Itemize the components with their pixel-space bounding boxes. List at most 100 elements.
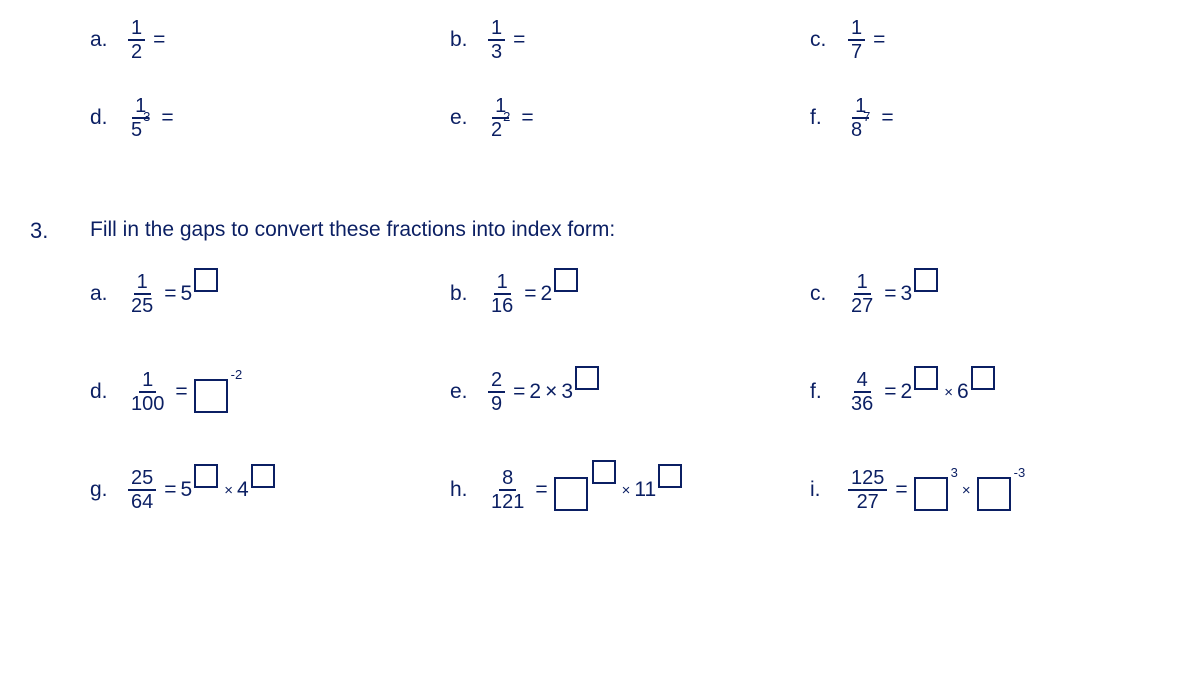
numerator: 1 bbox=[128, 18, 145, 41]
times: × bbox=[545, 380, 557, 404]
equals: = bbox=[521, 106, 533, 130]
equals: = bbox=[164, 478, 176, 502]
exponent: 3 bbox=[951, 465, 958, 480]
item-label: d. bbox=[90, 380, 124, 404]
answer-box[interactable] bbox=[251, 464, 275, 488]
item-label: h. bbox=[450, 478, 484, 502]
q3i: i. 125 27 = 3 × -3 bbox=[810, 460, 1170, 520]
expression: 1 22 = bbox=[484, 96, 538, 140]
item-label: b. bbox=[450, 28, 484, 52]
denominator: 27 bbox=[854, 491, 882, 512]
q2a: a. 1 2 = bbox=[90, 10, 450, 70]
answer-box[interactable] bbox=[575, 366, 599, 390]
exponent: -2 bbox=[231, 367, 243, 382]
q3-number: 3. bbox=[30, 218, 90, 244]
fraction: 1 53 bbox=[128, 96, 153, 140]
item-label: e. bbox=[450, 380, 484, 404]
expression: 25 64 = 5 × 4 bbox=[124, 468, 277, 512]
q3h: h. 8 121 = × 11 bbox=[450, 460, 810, 520]
item-label: e. bbox=[450, 106, 484, 130]
fraction: 2 9 bbox=[488, 370, 505, 414]
expression: 1 27 = 3 bbox=[844, 272, 940, 316]
q3-row3: g. 25 64 = 5 × 4 h. 8 121 = bbox=[30, 460, 1170, 520]
equals: = bbox=[513, 28, 525, 52]
q3-row1: a. 1 25 = 5 b. 1 16 = 2 bbox=[30, 264, 1170, 324]
equals: = bbox=[884, 282, 896, 306]
denominator: 64 bbox=[128, 491, 156, 512]
denominator: 9 bbox=[488, 393, 505, 414]
exponent: -3 bbox=[1014, 465, 1026, 480]
item-label: f. bbox=[810, 106, 844, 130]
denominator: 87 bbox=[848, 119, 873, 140]
item-label: d. bbox=[90, 106, 124, 130]
expression: 125 27 = 3 × -3 bbox=[844, 468, 1025, 512]
equals: = bbox=[884, 380, 896, 404]
answer-box[interactable] bbox=[971, 366, 995, 390]
fraction: 4 36 bbox=[848, 370, 876, 414]
equals: = bbox=[881, 106, 893, 130]
q3-instruction: Fill in the gaps to convert these fracti… bbox=[90, 218, 615, 244]
expression: 1 25 = 5 bbox=[124, 272, 220, 316]
denominator: 36 bbox=[848, 393, 876, 414]
denominator: 16 bbox=[488, 295, 516, 316]
numerator: 1 bbox=[848, 18, 865, 41]
equals: = bbox=[535, 478, 547, 502]
equals: = bbox=[513, 380, 525, 404]
item-label: a. bbox=[90, 282, 124, 306]
answer-box[interactable] bbox=[914, 268, 938, 292]
equals: = bbox=[164, 282, 176, 306]
q2d: d. 1 53 = bbox=[90, 88, 450, 148]
numerator: 25 bbox=[128, 468, 156, 491]
answer-box[interactable] bbox=[194, 464, 218, 488]
answer-box[interactable] bbox=[194, 268, 218, 292]
times: × bbox=[944, 384, 953, 401]
expression: 2 9 = 2 × 3 bbox=[484, 370, 601, 414]
numerator: 1 bbox=[134, 272, 151, 295]
q3f: f. 4 36 = 2 × 6 bbox=[810, 362, 1170, 422]
answer-box[interactable] bbox=[914, 366, 938, 390]
term1: 2 bbox=[529, 380, 541, 404]
answer-box[interactable] bbox=[914, 477, 948, 511]
fraction: 1 7 bbox=[848, 18, 865, 62]
fraction: 1 22 bbox=[488, 96, 513, 140]
answer-box[interactable] bbox=[658, 464, 682, 488]
equals: = bbox=[873, 28, 885, 52]
item-label: a. bbox=[90, 28, 124, 52]
fraction: 1 100 bbox=[128, 370, 167, 414]
answer-box[interactable] bbox=[554, 268, 578, 292]
q2-row1-cols: a. 1 2 = b. 1 3 = c. 1 bbox=[90, 10, 1170, 70]
answer-box[interactable] bbox=[554, 477, 588, 511]
answer-box[interactable] bbox=[592, 460, 616, 484]
numerator: 1 bbox=[494, 272, 511, 295]
exponent: 7 bbox=[863, 110, 870, 123]
denominator: 100 bbox=[128, 393, 167, 414]
answer-box[interactable] bbox=[194, 379, 228, 413]
numerator: 1 bbox=[854, 272, 871, 295]
base2: 11 bbox=[634, 478, 656, 502]
item-label: c. bbox=[810, 282, 844, 306]
equals: = bbox=[161, 106, 173, 130]
times: × bbox=[622, 482, 631, 499]
numerator: 2 bbox=[488, 370, 505, 393]
numerator: 8 bbox=[499, 468, 516, 491]
item-label: c. bbox=[810, 28, 844, 52]
base1: 5 bbox=[181, 478, 193, 502]
term2: 3 bbox=[561, 380, 573, 404]
q2b: b. 1 3 = bbox=[450, 10, 810, 70]
fraction: 125 27 bbox=[848, 468, 887, 512]
q3g: g. 25 64 = 5 × 4 bbox=[90, 460, 450, 520]
q2e: e. 1 22 = bbox=[450, 88, 810, 148]
q3c: c. 1 27 = 3 bbox=[810, 264, 1170, 324]
base: 5 bbox=[181, 282, 193, 306]
expression: 1 100 = -2 bbox=[124, 370, 242, 414]
fraction: 1 25 bbox=[128, 272, 156, 316]
fraction: 1 2 bbox=[128, 18, 145, 62]
times: × bbox=[224, 482, 233, 499]
expression: 4 36 = 2 × 6 bbox=[844, 370, 997, 414]
denominator: 27 bbox=[848, 295, 876, 316]
fraction: 1 27 bbox=[848, 272, 876, 316]
answer-box[interactable] bbox=[977, 477, 1011, 511]
q3-row2: d. 1 100 = -2 e. 2 9 = 2 × 3 bbox=[30, 362, 1170, 422]
denominator: 3 bbox=[488, 41, 505, 62]
q3a: a. 1 25 = 5 bbox=[90, 264, 450, 324]
